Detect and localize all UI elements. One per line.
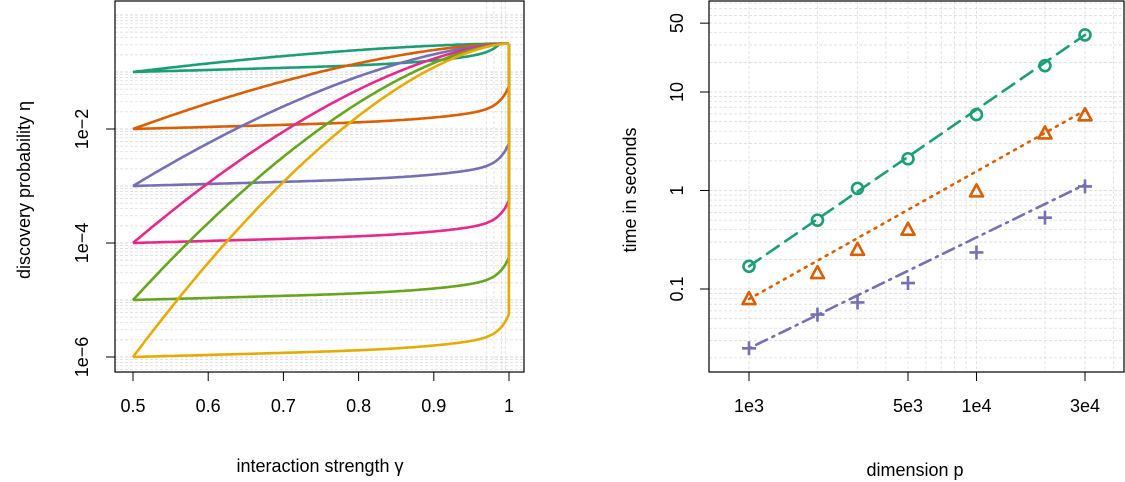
left-series-lower-0	[132, 42, 509, 74]
right-chart: 1e3 5e3 1e4 3e4 0.1 1 10 50 dimension p time i…	[620, 0, 1125, 480]
right-x-axis: 1e3 5e3 1e4 3e4	[734, 371, 1100, 416]
right-point-plus	[742, 341, 756, 356]
left-y-axis: 1e−6 1e−4 1e−2	[72, 109, 116, 378]
right-point-circle	[810, 213, 825, 227]
right-x-tick-label: 3e4	[1070, 396, 1100, 416]
right-x-tick-label: 1e3	[734, 396, 764, 416]
left-grid	[115, 1, 524, 372]
right-plot-frame	[708, 0, 1125, 373]
left-x-tick-label: 0.5	[120, 396, 145, 416]
right-x-tick-label: 5e3	[893, 396, 923, 416]
left-series-upper-0	[132, 42, 509, 74]
right-point-triangle	[741, 290, 757, 306]
right-point-circle	[901, 151, 915, 166]
left-y-tick-label: 1e−2	[72, 109, 92, 150]
right-fit-line-2	[747, 183, 1087, 350]
right-point-circle	[1038, 58, 1052, 73]
right-point-plus	[900, 276, 915, 291]
left-series-upper-1	[132, 42, 509, 131]
left-series-group	[131, 42, 511, 359]
right-y-tick-label: 10	[667, 82, 687, 102]
left-y-tick-label: 1e−4	[72, 223, 92, 264]
right-y-tick-label: 1	[667, 185, 687, 195]
left-series-upper-5	[131, 42, 510, 358]
right-y-tick-label: 0.1	[667, 276, 687, 301]
right-y-tick-label: 50	[667, 13, 687, 33]
left-chart: 0.5 0.6 0.7 0.8 0.9 1 1e−6 1e−4 1e−2 interactio…	[14, 0, 525, 476]
left-series-lower-1	[132, 43, 511, 131]
right-point-triangle	[809, 264, 826, 280]
left-y-tick-label: 1e−6	[72, 337, 92, 378]
right-point-triangle	[1037, 125, 1053, 140]
right-point-triangle	[900, 221, 916, 236]
right-grid	[709, 1, 1124, 372]
left-series-upper-3	[132, 42, 510, 244]
left-series-lower-3	[132, 43, 511, 245]
right-fit-line-0	[747, 33, 1087, 268]
left-y-axis-label: discovery probability η	[14, 101, 34, 279]
right-point-circle	[850, 181, 865, 196]
left-series-lower-5	[132, 43, 511, 359]
right-point-plus	[1078, 179, 1092, 194]
right-y-axis: 0.1 1 10 50	[667, 13, 710, 302]
left-x-axis-label: interaction strength γ	[236, 456, 403, 476]
right-point-circle	[969, 107, 984, 122]
right-x-tick-label: 1e4	[961, 396, 991, 416]
left-x-tick-label: 0.8	[346, 396, 371, 416]
right-y-axis-label: time in seconds	[620, 127, 640, 252]
right-fit-line-1	[747, 109, 1087, 301]
right-point-plus	[1037, 210, 1052, 225]
right-point-circle	[742, 259, 756, 274]
right-point-circle	[1078, 28, 1092, 42]
right-point-triangle	[1077, 107, 1093, 122]
left-series-lower-4	[132, 43, 511, 302]
left-series-lower-2	[132, 43, 511, 188]
left-x-tick-label: 0.7	[271, 396, 296, 416]
right-point-plus	[810, 307, 825, 322]
right-point-triangle	[968, 183, 985, 198]
right-point-plus	[969, 245, 984, 260]
right-point-plus	[850, 295, 865, 310]
right-series-group	[741, 28, 1093, 356]
left-x-tick-label: 1	[504, 396, 514, 416]
right-point-triangle	[849, 241, 866, 257]
left-series-upper-4	[132, 42, 510, 301]
left-x-axis: 0.5 0.6 0.7 0.8 0.9 1	[120, 371, 514, 416]
right-x-axis-label: dimension p	[866, 460, 963, 480]
left-series-upper-2	[132, 42, 510, 188]
left-x-tick-label: 0.9	[421, 396, 446, 416]
left-x-tick-label: 0.6	[196, 396, 221, 416]
